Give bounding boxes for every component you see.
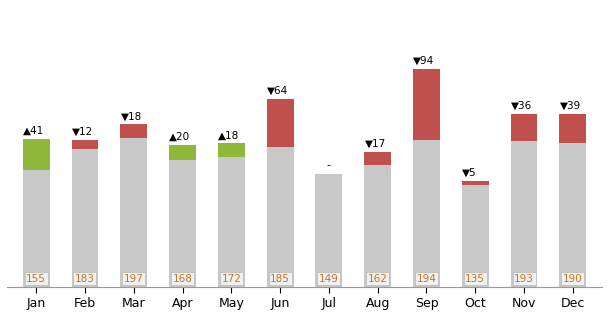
Text: 155: 155 — [26, 274, 46, 283]
Text: 172: 172 — [222, 274, 241, 283]
Bar — [218, 143, 245, 157]
Bar — [169, 145, 196, 160]
Text: ▼17: ▼17 — [365, 139, 385, 149]
Text: 185: 185 — [270, 274, 290, 283]
Text: 194: 194 — [417, 274, 437, 283]
Text: 193: 193 — [514, 274, 534, 283]
Bar — [72, 139, 99, 149]
Text: 135: 135 — [465, 274, 485, 283]
Bar — [267, 99, 294, 147]
Text: 183: 183 — [75, 274, 95, 283]
Text: ▼12: ▼12 — [72, 126, 93, 137]
Bar — [23, 170, 49, 287]
Text: ▲41: ▲41 — [23, 126, 44, 136]
Bar — [23, 139, 49, 170]
Bar — [72, 149, 99, 287]
Bar — [560, 114, 586, 143]
Text: ▲20: ▲20 — [169, 132, 191, 142]
Text: ▼18: ▼18 — [121, 111, 142, 121]
Bar — [364, 165, 391, 287]
Text: 162: 162 — [368, 274, 387, 283]
Text: ▼39: ▼39 — [560, 101, 581, 111]
Bar — [169, 160, 196, 287]
Text: 168: 168 — [172, 274, 192, 283]
Text: ▼5: ▼5 — [462, 168, 477, 178]
Bar — [121, 124, 147, 138]
Text: ▲18: ▲18 — [218, 130, 239, 140]
Text: ▼36: ▼36 — [511, 101, 532, 111]
Bar — [510, 141, 537, 287]
Text: 149: 149 — [319, 274, 339, 283]
Bar — [267, 147, 294, 287]
Text: 190: 190 — [563, 274, 583, 283]
Bar — [510, 114, 537, 141]
Bar — [413, 69, 440, 140]
Bar — [413, 140, 440, 287]
Text: ▼64: ▼64 — [267, 86, 288, 96]
Bar — [462, 185, 488, 287]
Bar — [218, 157, 245, 287]
Bar — [364, 152, 391, 165]
Bar — [121, 138, 147, 287]
Bar — [315, 174, 342, 287]
Bar — [560, 143, 586, 287]
Text: ▼94: ▼94 — [414, 56, 435, 66]
Text: -: - — [327, 160, 331, 170]
Bar — [462, 181, 488, 185]
Text: 197: 197 — [124, 274, 144, 283]
